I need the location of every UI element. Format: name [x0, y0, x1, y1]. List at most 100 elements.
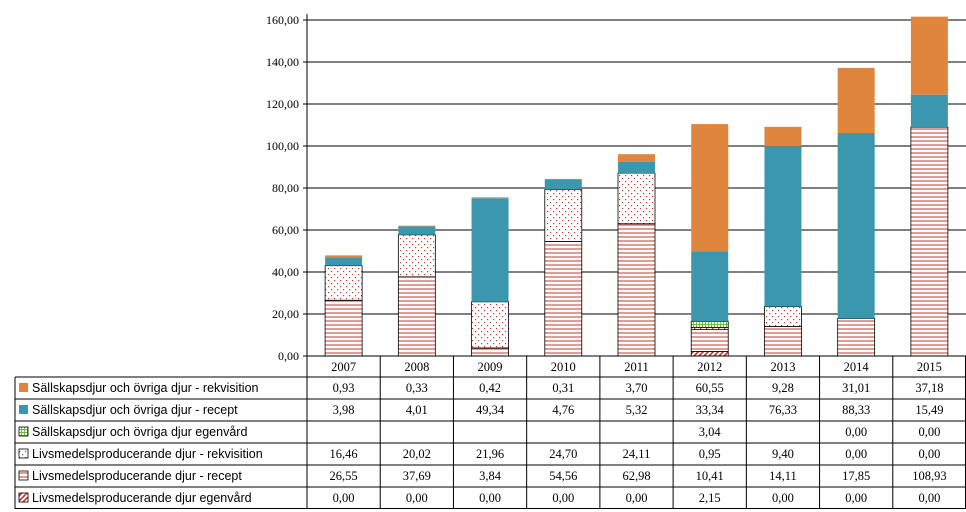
legend-label: Sällskapsdjur och övriga djur - rekvisit… — [32, 381, 259, 395]
table-cell-value: 10,41 — [696, 469, 724, 483]
table-cell-value: 4,76 — [552, 403, 574, 417]
y-tick-label: 160,00 — [266, 13, 299, 27]
bar-segment — [325, 257, 363, 266]
bar-segment — [690, 320, 729, 329]
table-cell-value: 24,11 — [623, 447, 651, 461]
table-cell-value: 4,01 — [406, 403, 428, 417]
bar-segment — [544, 178, 582, 180]
bar-segment — [397, 234, 436, 278]
bar-segment — [471, 197, 509, 199]
legend-label: Livsmedelsproducerande djur - rekvisitio… — [32, 447, 263, 461]
bar-segment — [471, 301, 509, 349]
category-label: 2007 — [331, 360, 356, 374]
bar-segment — [764, 306, 802, 327]
legend-swatch — [19, 383, 28, 392]
table-cell-value: 0,93 — [333, 381, 355, 395]
bar-segment — [837, 67, 875, 134]
table-cell-value: 37,18 — [915, 381, 943, 395]
table-cell-value: 17,85 — [842, 469, 870, 483]
bar-segment — [471, 347, 509, 357]
category-label: 2012 — [697, 360, 722, 374]
table-cell-value: 0,95 — [699, 447, 721, 461]
table-cell-value: 76,33 — [769, 403, 797, 417]
table-cell-value: 3,04 — [699, 425, 722, 439]
legend-label: Livsmedelsproducerande djur egenvård — [32, 491, 252, 505]
category-label: 2014 — [844, 360, 870, 374]
legend-swatch — [19, 405, 28, 414]
category-label: 2008 — [404, 360, 429, 374]
category-label: 2013 — [770, 360, 795, 374]
table-cell-value: 2,15 — [699, 491, 721, 505]
legend-label: Sällskapsdjur och övriga djur - recept — [32, 403, 238, 417]
bar-segment — [691, 251, 729, 322]
table-cell-value: 3,70 — [626, 381, 648, 395]
table-cell-value: 26,55 — [330, 469, 358, 483]
table-cell-value: 0,00 — [918, 425, 940, 439]
category-label: 2011 — [624, 360, 649, 374]
bar-segment — [910, 16, 948, 95]
bar-segment — [618, 161, 655, 174]
bar-segment — [324, 265, 363, 301]
bar-segment — [544, 179, 582, 190]
y-tick-label: 140,00 — [266, 55, 299, 69]
y-tick-label: 20,00 — [272, 307, 299, 321]
table-cell-value: 0,00 — [845, 491, 867, 505]
bar-segment — [910, 94, 948, 128]
table-cell-value: 0,00 — [845, 447, 867, 461]
table-cell-value: 88,33 — [842, 403, 870, 417]
table-cell-value: 0,00 — [626, 491, 648, 505]
bar-segment — [910, 126, 949, 357]
y-tick-label: 0,00 — [278, 349, 299, 363]
legend-swatch — [18, 492, 29, 503]
table-cell-value: 62,98 — [622, 469, 650, 483]
table-cell-value: 0,00 — [333, 491, 355, 505]
y-tick-label: 100,00 — [266, 139, 299, 153]
bar-segment — [764, 325, 802, 357]
table-cell-value: 0,00 — [918, 447, 940, 461]
bar-segment — [324, 299, 363, 357]
table-cell-value: 5,32 — [626, 403, 648, 417]
legend-swatch — [18, 426, 29, 437]
table-cell-value: 0,31 — [552, 381, 574, 395]
table-cell-value: 9,28 — [772, 381, 794, 395]
bar-segment — [544, 241, 583, 357]
bars — [324, 16, 949, 357]
data-table: 2007 2008 2009 2010 2011 2012 2013 2014 2015 Säll… — [14, 355, 966, 509]
table-cell-value: 0,00 — [479, 491, 501, 505]
y-tick-label: 120,00 — [266, 97, 299, 111]
category-label: 2015 — [917, 360, 942, 374]
table-cell-value: 49,34 — [476, 403, 505, 417]
bar-segment — [691, 124, 729, 252]
y-tick-label: 40,00 — [272, 265, 299, 279]
bar-segment — [325, 255, 363, 258]
table-cell-value: 0,42 — [479, 381, 501, 395]
bar-segment — [764, 126, 802, 147]
table-cell-value: 15,49 — [915, 403, 943, 417]
table-cell-value: 9,40 — [772, 447, 794, 461]
table-cell-value: 0,00 — [552, 491, 574, 505]
bar-segment — [398, 225, 436, 227]
bar-segment — [690, 329, 729, 352]
table-cell-value: 33,34 — [696, 403, 725, 417]
bar-segment — [617, 223, 656, 357]
bar-segment — [397, 276, 436, 357]
y-tick-label: 80,00 — [272, 181, 299, 195]
table-cell-value: 0,33 — [406, 381, 428, 395]
table-cell-value: 16,46 — [330, 447, 358, 461]
category-label: 2010 — [551, 360, 576, 374]
legend-label: Livsmedelsproducerande djur - recept — [32, 469, 242, 483]
table-cell-value: 0,00 — [845, 425, 867, 439]
table-cell-value: 0,00 — [772, 491, 794, 505]
bar-segment — [618, 154, 655, 162]
table-cell-value: 60,55 — [696, 381, 724, 395]
table-cell-value: 24,70 — [549, 447, 577, 461]
table-cell-value: 37,69 — [403, 469, 431, 483]
table-cell-value: 31,01 — [842, 381, 870, 395]
table-cell-value: 0,00 — [406, 491, 428, 505]
bar-segment — [837, 133, 875, 319]
table-cell-value: 3,84 — [479, 469, 502, 483]
y-tick-label: 60,00 — [272, 223, 299, 237]
bar-segment — [837, 318, 876, 357]
category-label: 2009 — [478, 360, 503, 374]
